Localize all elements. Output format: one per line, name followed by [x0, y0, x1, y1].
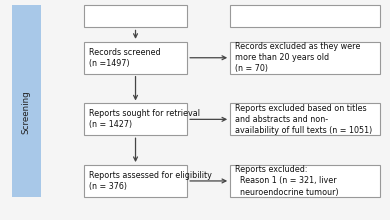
FancyBboxPatch shape	[84, 103, 187, 135]
Text: Screening: Screening	[22, 90, 31, 134]
FancyBboxPatch shape	[12, 28, 41, 197]
Text: Reports excluded:
  Reason 1 (n = 321, liver
  neuroendocrine tumour): Reports excluded: Reason 1 (n = 321, liv…	[235, 165, 339, 196]
Text: Reports assessed for eligibility
(n = 376): Reports assessed for eligibility (n = 37…	[89, 171, 212, 191]
FancyBboxPatch shape	[84, 42, 187, 74]
FancyBboxPatch shape	[230, 165, 380, 197]
FancyBboxPatch shape	[230, 103, 380, 135]
FancyBboxPatch shape	[84, 165, 187, 197]
Text: Records screened
(n =1497): Records screened (n =1497)	[89, 48, 161, 68]
Text: Reports sought for retrieval
(n = 1427): Reports sought for retrieval (n = 1427)	[89, 109, 200, 129]
FancyBboxPatch shape	[230, 42, 380, 74]
FancyBboxPatch shape	[12, 6, 41, 28]
Text: Records excluded as they were
more than 20 years old
(n = 70): Records excluded as they were more than …	[235, 42, 360, 73]
Text: Reports excluded based on titles
and abstracts and non-
availability of full tex: Reports excluded based on titles and abs…	[235, 104, 372, 135]
FancyBboxPatch shape	[230, 6, 380, 28]
FancyBboxPatch shape	[84, 6, 187, 28]
